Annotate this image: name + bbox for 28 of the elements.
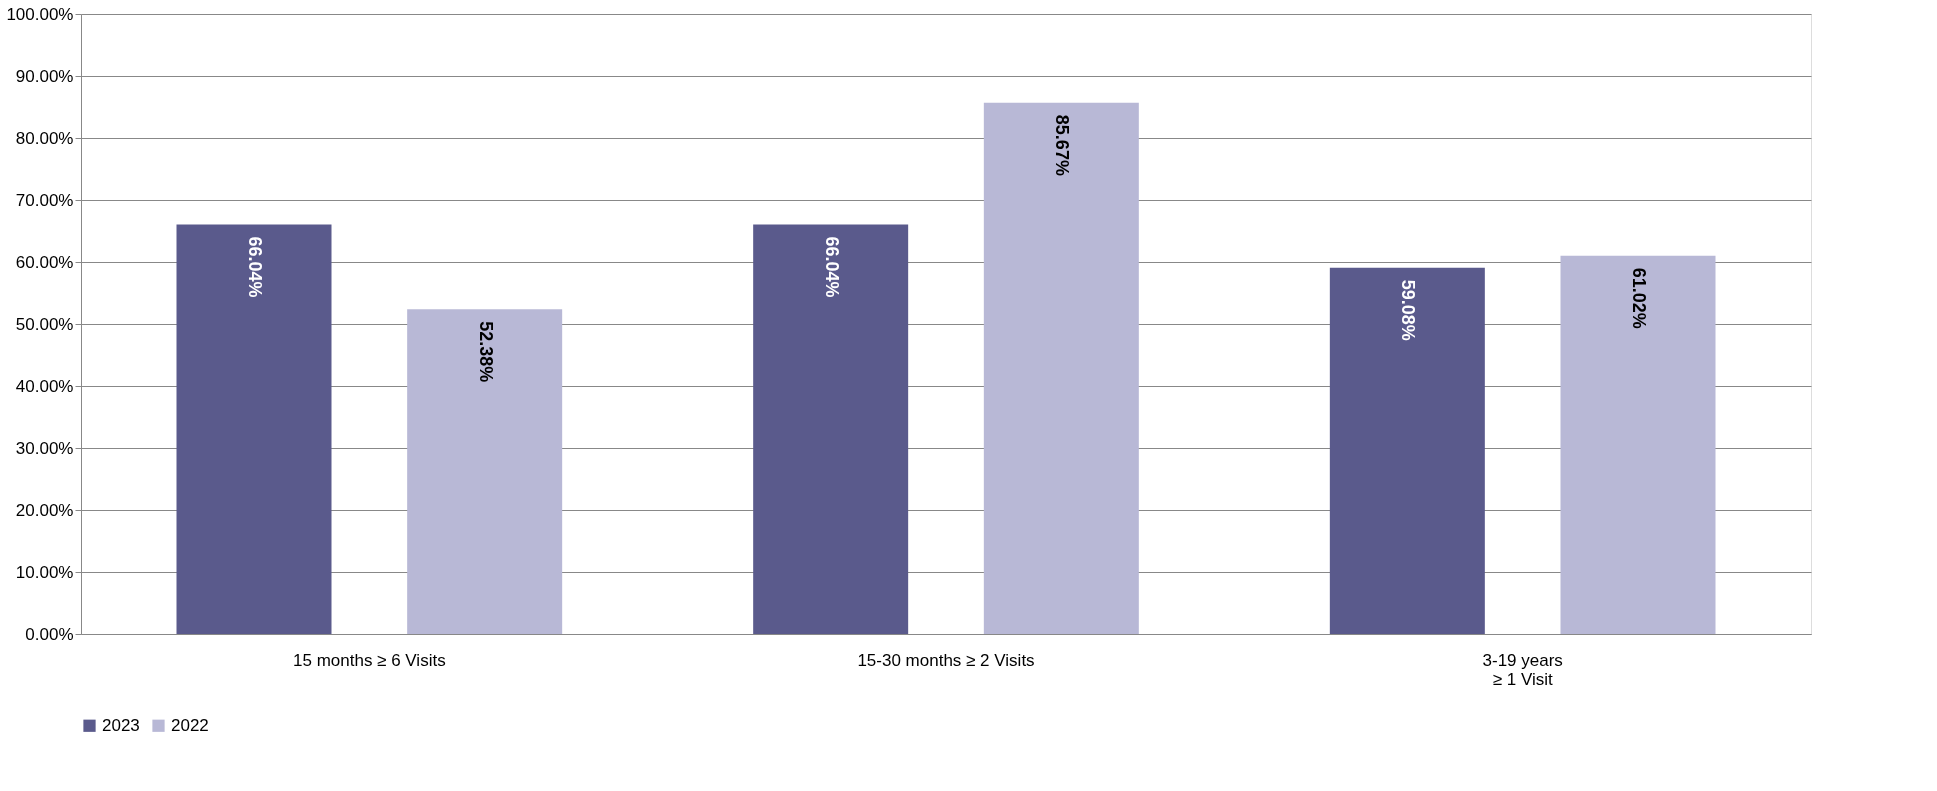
x-tick-label: 15 months ≥ 6 Visits: [293, 650, 446, 670]
y-tick-label: 70.00%: [15, 190, 74, 210]
x-tick-label: 3-19 years ≥ 1 Visit: [1482, 650, 1563, 689]
y-tick-label: 50.00%: [15, 314, 74, 334]
data-label: 66.04%: [245, 236, 265, 298]
y-tick-label: 40.00%: [15, 376, 74, 396]
legend-label: 2022: [171, 715, 209, 735]
y-tick-label: 90.00%: [15, 66, 74, 86]
y-tick-label: 20.00%: [15, 500, 74, 520]
y-tick-label: 0.00%: [25, 624, 74, 644]
y-tick-label: 60.00%: [15, 252, 74, 272]
data-label: 52.38%: [475, 321, 496, 383]
y-tick-label: 100.00%: [6, 4, 74, 24]
data-label: 66.04%: [821, 236, 842, 298]
x-tick-label: 15-30 months ≥ 2 Visits: [857, 650, 1035, 670]
bar: [1560, 255, 1716, 634]
data-label: 61.02%: [1629, 267, 1649, 329]
y-tick-label: 30.00%: [15, 438, 74, 458]
y-tick-label: 10.00%: [15, 562, 74, 582]
y-tick-label: 80.00%: [15, 128, 74, 148]
bar: [753, 224, 909, 634]
data-label: 85.67%: [1052, 114, 1073, 176]
bar: [983, 102, 1139, 634]
bar: [176, 224, 332, 634]
data-label: 59.08%: [1398, 279, 1419, 341]
bar: [1329, 267, 1485, 634]
bar: [407, 309, 563, 634]
legend-label: 2023: [102, 715, 140, 735]
